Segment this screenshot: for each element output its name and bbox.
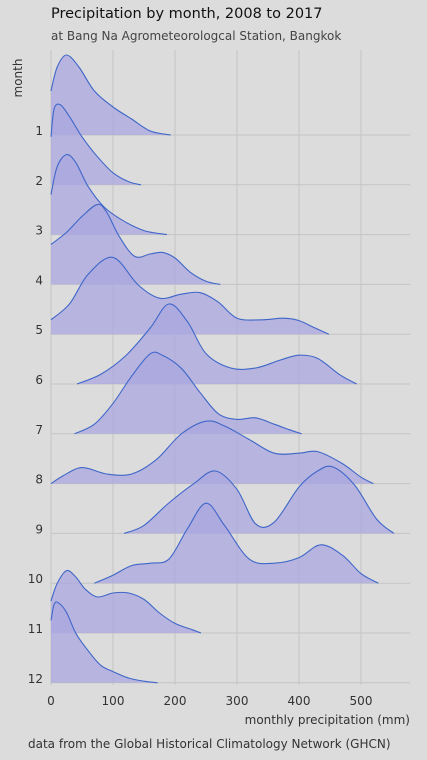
y-tick-label: 8 [35, 473, 43, 487]
ridge-area-month-3 [51, 154, 167, 235]
x-tick-label: 300 [226, 694, 249, 708]
y-tick-label: 4 [35, 273, 43, 287]
ridge-line-month-5 [50, 256, 330, 335]
ridge-line-month-11 [50, 569, 202, 634]
y-tick-label: 5 [35, 323, 43, 337]
y-axis-title: month [11, 59, 25, 98]
ridge-area-month-10 [94, 503, 379, 584]
ridge-area-month-8 [51, 420, 374, 484]
x-axis-labels: 0 100 200 300 400 500 [47, 694, 372, 708]
ridge-line-month-12 [50, 601, 158, 684]
y-tick-label: 12 [28, 672, 43, 686]
ridge-line-month-6 [76, 303, 357, 385]
y-tick-label: 2 [35, 174, 43, 188]
ridge-area-month-9 [124, 466, 394, 534]
x-axis-title: monthly precipitation (mm) [245, 713, 410, 727]
chart-title: Precipitation by month, 2008 to 2017 [51, 6, 323, 22]
y-tick-label: 3 [35, 224, 43, 238]
x-tick-label: 100 [102, 694, 125, 708]
ridge-line-month-3 [50, 153, 167, 236]
y-tick-label: 10 [28, 572, 43, 586]
ridge-area-month-4 [51, 204, 221, 285]
ridge-area-month-12 [51, 601, 158, 683]
chart-caption: data from the Global Historical Climatol… [28, 737, 391, 751]
ridge-line-month-10 [94, 502, 379, 584]
ridge-line-month-8 [50, 420, 374, 485]
y-tick-label: 9 [35, 522, 43, 536]
ridge-line-month-7 [74, 351, 302, 435]
x-tick-label: 0 [47, 694, 55, 708]
ridge-area-month-11 [51, 570, 201, 633]
y-tick-label: 1 [35, 124, 43, 138]
x-tick-label: 400 [288, 694, 311, 708]
x-tick-label: 500 [350, 694, 373, 708]
ridge-area-month-7 [74, 352, 302, 434]
ridge-line-month-4 [50, 203, 221, 285]
x-tick-label: 200 [164, 694, 187, 708]
ridge-line-month-2 [50, 103, 142, 186]
ridge-area-month-1 [51, 55, 171, 135]
ridges [50, 54, 395, 684]
ridge-line-month-9 [123, 465, 395, 534]
ridge-line-month-1 [50, 54, 171, 136]
y-tick-label: 7 [35, 423, 43, 437]
ridge-area-month-5 [51, 257, 329, 335]
y-tick-label: 11 [28, 622, 43, 636]
chart-subtitle: at Bang Na Agrometeorologcal Station, Ba… [51, 29, 342, 43]
y-tick-label: 6 [35, 373, 43, 387]
